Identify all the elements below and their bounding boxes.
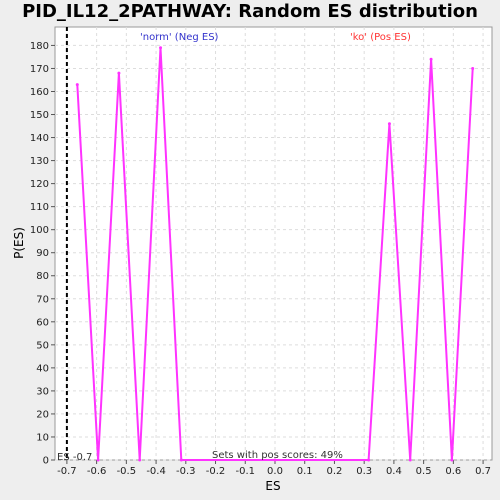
- pos-es-label: 'ko' (Pos ES): [350, 32, 411, 43]
- data-point: [138, 458, 142, 462]
- data-point: [429, 57, 433, 61]
- data-point: [179, 458, 183, 462]
- y-tick-label: 150: [30, 110, 49, 121]
- y-tick-label: 20: [36, 409, 49, 420]
- x-tick-label: -0.1: [236, 466, 256, 477]
- y-tick-label: 130: [30, 156, 49, 167]
- y-tick-label: 140: [30, 133, 49, 144]
- es-marker-label: ES -0.7: [57, 452, 92, 463]
- y-tick-label: 70: [36, 294, 49, 305]
- y-tick-label: 180: [30, 41, 49, 52]
- x-tick-label: 0.2: [326, 466, 342, 477]
- y-tick-label: 170: [30, 64, 49, 75]
- data-point: [75, 83, 79, 87]
- y-tick-label: 120: [30, 179, 49, 190]
- y-tick-label: 30: [36, 386, 49, 397]
- x-tick-label: 0.3: [356, 466, 372, 477]
- x-tick-label: -0.3: [176, 466, 196, 477]
- x-tick-label: -0.4: [146, 466, 166, 477]
- y-tick-label: 110: [30, 202, 49, 213]
- chart-title: PID_IL12_2PATHWAY: Random ES distributio…: [22, 1, 478, 22]
- data-point: [471, 66, 475, 70]
- y-tick-label: 0: [43, 456, 49, 467]
- x-tick-label: -0.7: [57, 466, 77, 477]
- x-tick-label: 0.5: [416, 466, 432, 477]
- data-point: [96, 458, 100, 462]
- data-point: [367, 458, 371, 462]
- pos-scores-note: Sets with pos scores: 49%: [212, 450, 343, 461]
- y-tick-label: 100: [30, 225, 49, 236]
- y-tick-label: 80: [36, 271, 49, 282]
- x-axis-label: ES: [265, 479, 280, 493]
- data-point: [159, 46, 163, 50]
- x-tick-label: -0.2: [206, 466, 226, 477]
- series-points: [75, 46, 475, 462]
- grid: [55, 27, 492, 461]
- x-tick-label: 0.7: [475, 466, 491, 477]
- neg-es-label: 'norm' (Neg ES): [140, 32, 219, 43]
- x-tick-label: 0.0: [267, 466, 283, 477]
- data-point: [450, 458, 454, 462]
- x-axis-ticks: -0.7 -0.6 -0.5 -0.4 -0.3 -0.2 -0.1 0.0 0.1 0.2 0.3…: [57, 460, 491, 477]
- x-tick-label: 0.1: [297, 466, 313, 477]
- data-point: [408, 458, 412, 462]
- data-point: [387, 122, 391, 126]
- x-tick-label: -0.5: [117, 466, 137, 477]
- y-tick-label: 50: [36, 340, 49, 351]
- y-tick-label: 160: [30, 87, 49, 98]
- x-tick-label: 0.4: [386, 466, 402, 477]
- data-point: [117, 71, 121, 75]
- x-tick-label: -0.6: [87, 466, 107, 477]
- y-axis-label: P(ES): [12, 227, 26, 259]
- y-tick-label: 10: [36, 432, 49, 443]
- y-tick-label: 90: [36, 248, 49, 259]
- y-tick-label: 60: [36, 317, 49, 328]
- y-tick-label: 40: [36, 363, 49, 374]
- y-axis-ticks: 0 10 20 30 40 50 60 70 80 90 100 110 120 130 140 150 160…: [30, 41, 55, 467]
- data-point: [273, 458, 277, 462]
- x-tick-label: 0.6: [445, 466, 461, 477]
